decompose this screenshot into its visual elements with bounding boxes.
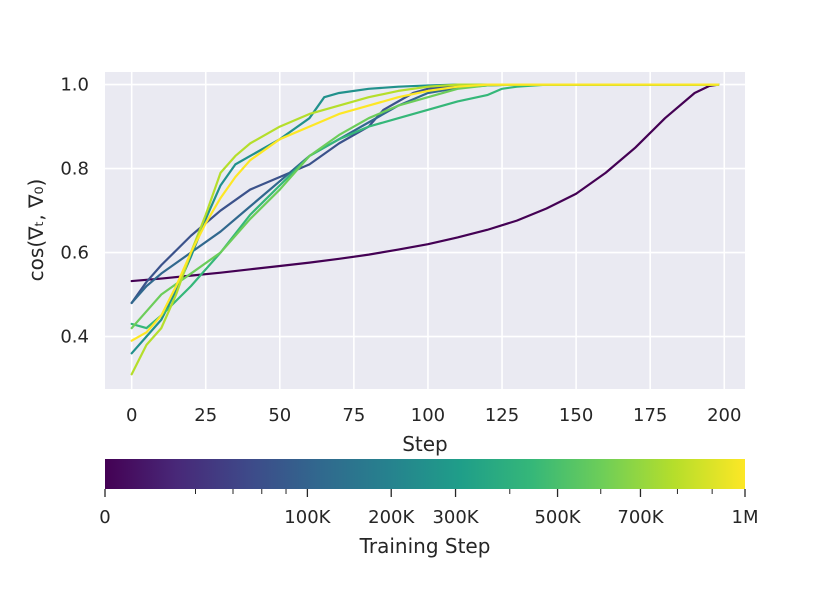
y-tick-label: 0.6: [60, 243, 89, 264]
colorbar-ticks: 0 100K 200K 300K 500K 700K 1M: [99, 489, 758, 528]
x-tick-label: 200: [707, 405, 741, 426]
colorbar-tick-label: 200K: [368, 507, 415, 528]
grid: [105, 72, 745, 389]
series-line-0: [130, 83, 720, 283]
x-tick-label: 75: [342, 405, 365, 426]
series-line-500K: [130, 83, 720, 330]
colorbar-tick-label: 1M: [732, 507, 759, 528]
series-line-1M: [130, 83, 720, 342]
x-tick-label: 125: [485, 405, 519, 426]
y-tick-label: 0.8: [60, 159, 89, 180]
x-tick-label: 50: [268, 405, 291, 426]
colorbar: [105, 459, 745, 489]
y-axis-label: cos(∇ₜ, ∇₀): [24, 179, 48, 282]
colorbar-tick-label: 100K: [284, 507, 331, 528]
y-ticks: 0.4 0.6 0.8 1.0: [60, 75, 89, 348]
colorbar-label: Training Step: [359, 534, 491, 558]
y-tick-label: 1.0: [60, 75, 89, 96]
x-tick-label: 25: [194, 405, 217, 426]
series-line-700K: [130, 83, 720, 376]
colorbar-tick-label: 300K: [432, 507, 479, 528]
x-tick-label: 150: [559, 405, 593, 426]
series-lines: [130, 83, 720, 376]
y-tick-label: 0.4: [60, 327, 89, 348]
colorbar-tick-label: 500K: [534, 507, 581, 528]
colorbar-tick-label: 700K: [617, 507, 664, 528]
x-tick-label: 100: [411, 405, 445, 426]
x-ticks: 0 25 50 75 100 125 150 175 200: [126, 405, 741, 426]
x-axis-label: Step: [402, 432, 448, 456]
x-tick-label: 0: [126, 405, 137, 426]
x-tick-label: 175: [633, 405, 667, 426]
colorbar-tick-label: 0: [99, 507, 110, 528]
